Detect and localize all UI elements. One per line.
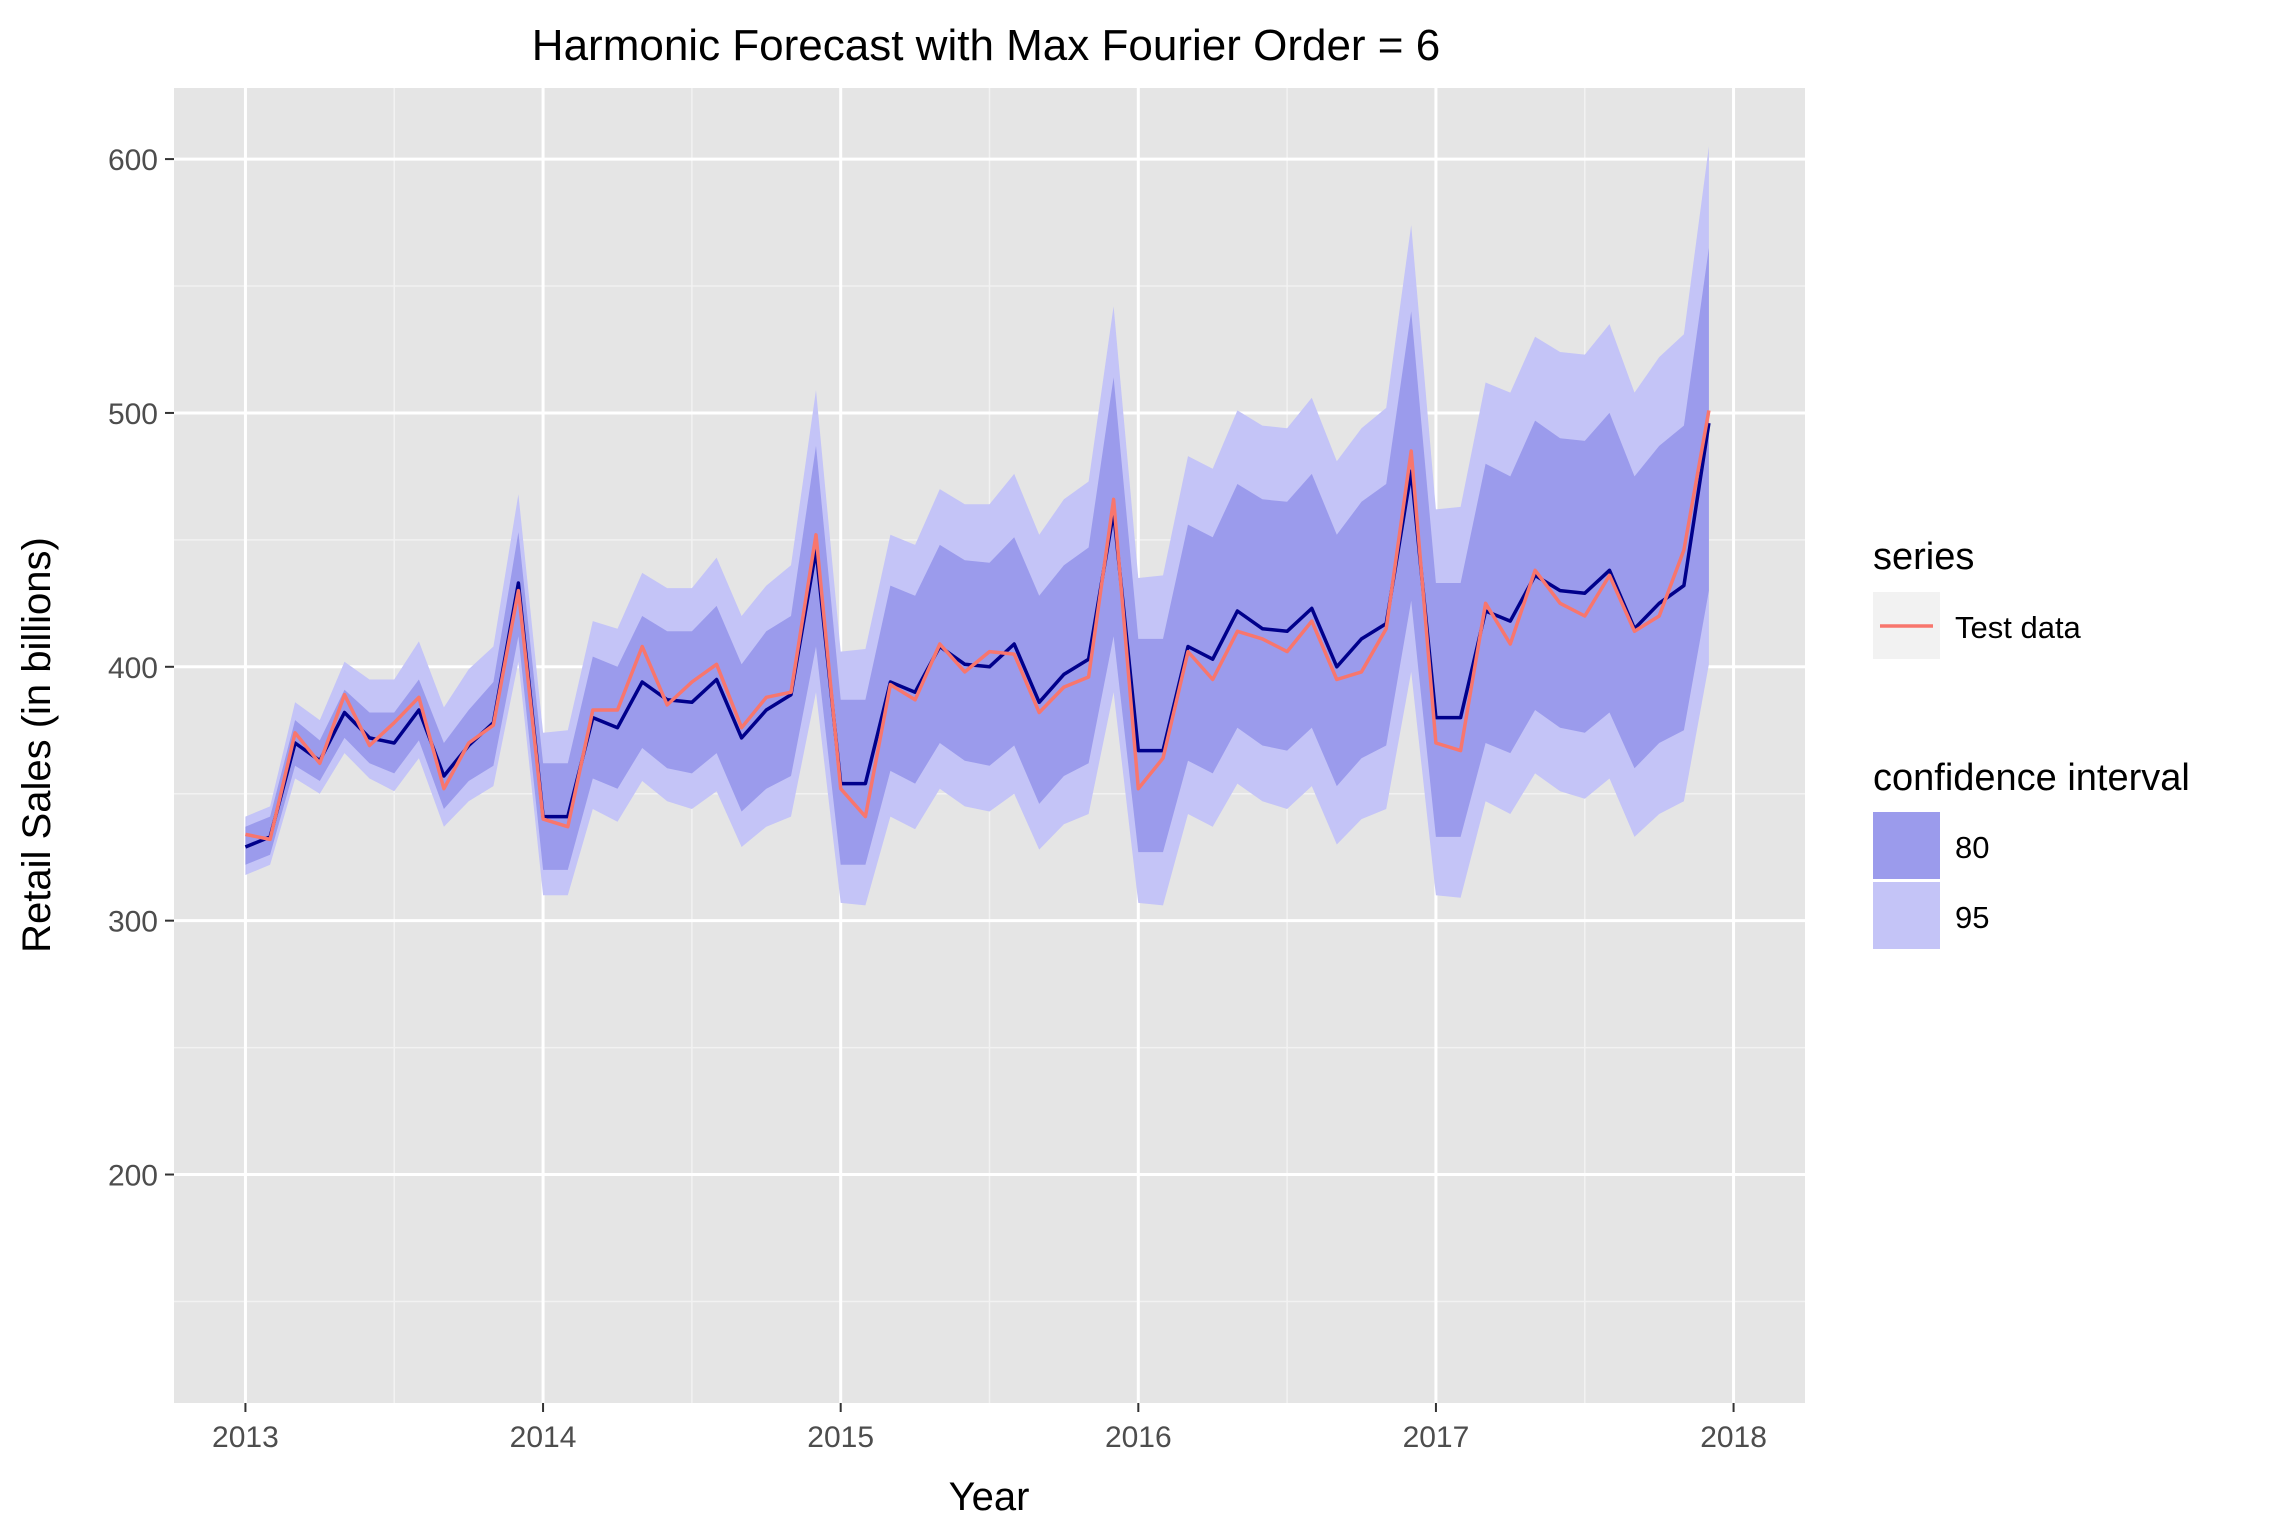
legend-ci-95-swatch xyxy=(1873,882,1940,949)
confidence-ribbons xyxy=(245,146,1709,906)
y-tick-label: 200 xyxy=(108,1160,158,1193)
chart-title: Harmonic Forecast with Max Fourier Order… xyxy=(532,21,1440,70)
series-lines xyxy=(244,410,1711,849)
x-tick-label: 2013 xyxy=(212,1421,279,1454)
x-axis-label: Year xyxy=(949,1475,1030,1519)
y-axis-label: Retail Sales (in billions) xyxy=(15,537,59,953)
legend-ci-80-swatch xyxy=(1873,812,1940,879)
x-tick-label: 2016 xyxy=(1105,1421,1172,1454)
axes: 2013 2014 2015 2016 2017 2018 200 300 400 500 600 xyxy=(108,144,1767,1454)
legend-ci-95-label: 95 xyxy=(1955,900,1989,935)
legend-ci-80-label: 80 xyxy=(1955,830,1989,865)
legend-ci-title: confidence interval xyxy=(1873,757,2190,799)
test-data-line xyxy=(245,410,1711,842)
y-tick-label: 600 xyxy=(108,144,158,177)
y-tick-label: 400 xyxy=(108,652,158,685)
x-tick-label: 2014 xyxy=(510,1421,577,1454)
legend-test-data-label: Test data xyxy=(1955,610,2082,645)
legend: series Test data confidence interval 80 … xyxy=(1873,536,2190,949)
y-tick-label: 500 xyxy=(108,398,158,431)
y-tick-label: 300 xyxy=(108,906,158,939)
ci-band-80 xyxy=(245,247,1709,870)
legend-series-title: series xyxy=(1873,536,1974,578)
x-tick-label: 2015 xyxy=(807,1421,874,1454)
x-tick-label: 2018 xyxy=(1700,1421,1767,1454)
x-tick-label: 2017 xyxy=(1403,1421,1470,1454)
